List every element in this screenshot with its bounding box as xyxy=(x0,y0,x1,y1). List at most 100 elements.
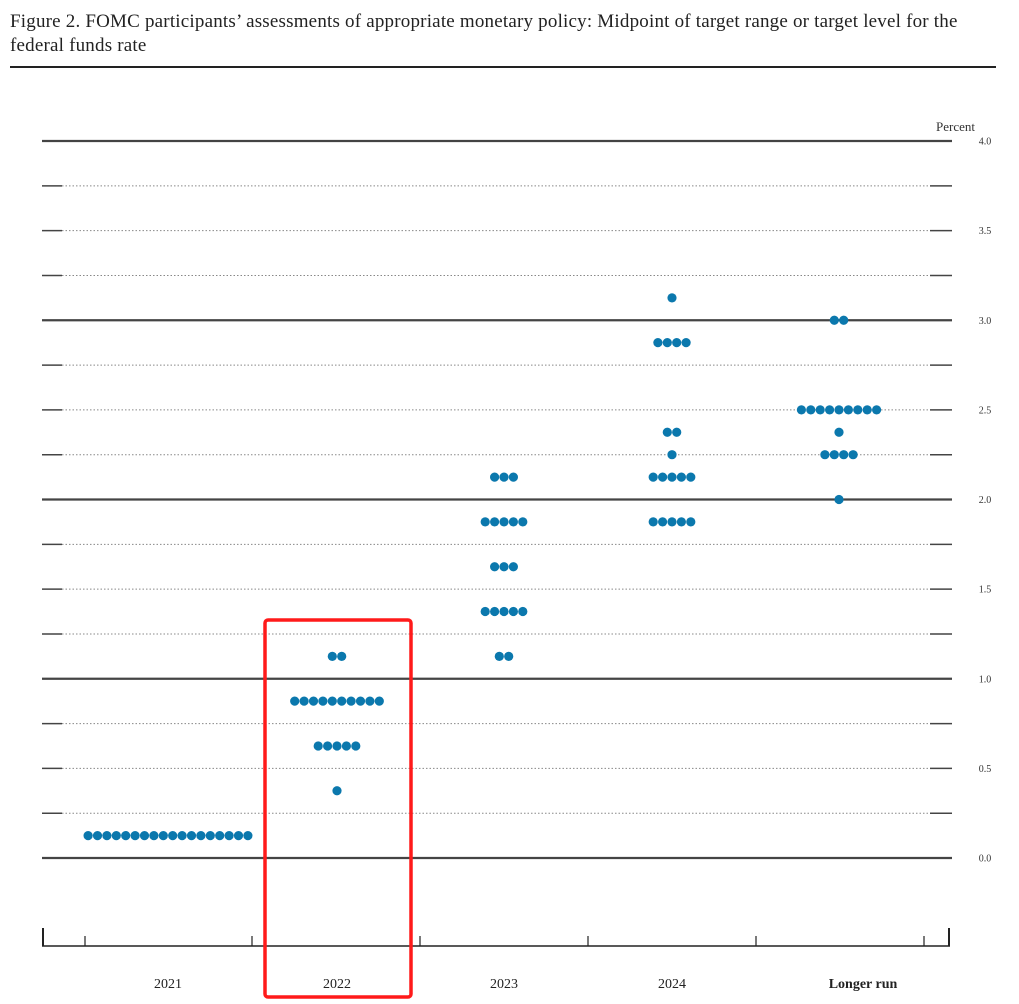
dot-2022 xyxy=(332,786,342,796)
dot-2024 xyxy=(653,338,663,348)
dot-2022 xyxy=(332,741,342,751)
dot-2021 xyxy=(149,830,159,841)
dot-2022 xyxy=(323,741,333,751)
dot-2021 xyxy=(111,830,121,841)
dot-longer-run xyxy=(848,450,858,460)
x-tick-label: 2022 xyxy=(323,977,351,992)
dot-longer-run xyxy=(829,450,839,460)
dot-2023 xyxy=(508,562,518,572)
dot-2022 xyxy=(327,696,337,706)
dot-longer-run xyxy=(820,450,830,460)
dot-2023 xyxy=(490,606,500,617)
dot-2023 xyxy=(499,472,509,482)
dot-2021 xyxy=(243,830,253,841)
dot-2021 xyxy=(121,830,131,841)
dot-2023 xyxy=(508,472,518,482)
dot-2022 xyxy=(313,741,323,751)
x-tick-label: Longer run xyxy=(829,977,898,992)
title-rule xyxy=(10,66,996,68)
dot-longer-run xyxy=(815,405,825,415)
dot-2024 xyxy=(676,472,687,482)
dot-longer-run xyxy=(872,405,882,415)
dot-2024 xyxy=(672,427,682,437)
highlight-box-2022 xyxy=(263,618,413,999)
dot-2021 xyxy=(102,830,112,841)
dot-longer-run xyxy=(839,315,849,325)
dot-2024 xyxy=(686,517,696,527)
dot-2023 xyxy=(499,517,509,527)
y-tick-label: 1.5 xyxy=(979,585,992,596)
dot-2022 xyxy=(351,741,361,751)
dot-longer-run xyxy=(843,405,854,415)
dot-2021 xyxy=(139,830,150,841)
y-tick-label: 3.5 xyxy=(979,226,992,237)
dot-2022 xyxy=(290,696,300,706)
dot-2023 xyxy=(508,517,518,527)
dot-longer-run xyxy=(834,405,844,415)
dot-2021 xyxy=(224,830,234,841)
dot-2024 xyxy=(681,338,691,348)
dot-2021 xyxy=(168,830,178,841)
dot-longer-run xyxy=(834,494,844,505)
dot-2024 xyxy=(662,338,672,348)
y-tick-label: 3.0 xyxy=(979,316,992,327)
dot-2022 xyxy=(365,696,375,706)
dot-2024 xyxy=(658,472,668,482)
dot-2024 xyxy=(667,293,677,303)
dot-2023 xyxy=(518,517,528,527)
dot-2023 xyxy=(490,517,500,527)
dot-2022 xyxy=(341,741,351,751)
dot-2024 xyxy=(658,517,668,527)
dot-longer-run xyxy=(839,450,849,460)
dot-2023 xyxy=(508,606,518,617)
dot-2023 xyxy=(499,562,509,572)
dot-2022 xyxy=(374,696,384,706)
dot-2023 xyxy=(518,606,528,617)
dot-2022 xyxy=(337,696,347,706)
dot-longer-run xyxy=(806,405,816,415)
dot-2023 xyxy=(480,517,490,527)
dot-2024 xyxy=(667,450,677,460)
dot-longer-run xyxy=(853,405,863,415)
dot-longer-run xyxy=(862,405,872,415)
dot-longer-run xyxy=(796,405,807,415)
y-tick-label: 0.5 xyxy=(979,764,992,775)
y-tick-label: 0.0 xyxy=(979,854,992,865)
dot-2023 xyxy=(504,651,514,661)
dot-2021 xyxy=(205,830,215,841)
dot-2022 xyxy=(299,696,309,706)
dot-2021 xyxy=(215,830,225,841)
dot-2022 xyxy=(318,696,328,706)
dot-2024 xyxy=(662,427,672,437)
dot-2021 xyxy=(196,830,206,841)
dot-2022 xyxy=(355,696,366,706)
dot-2024 xyxy=(672,338,682,348)
x-tick-label: 2024 xyxy=(658,977,686,992)
dot-longer-run xyxy=(834,427,844,437)
dot-2024 xyxy=(676,517,687,527)
dot-2022 xyxy=(337,651,347,661)
dot-2024 xyxy=(667,472,677,482)
dot-2023 xyxy=(490,472,500,482)
dot-2021 xyxy=(233,830,244,841)
y-tick-label: 4.0 xyxy=(979,137,992,148)
x-tick-label: 2023 xyxy=(490,977,518,992)
y-tick-label: 1.0 xyxy=(979,674,992,685)
dot-2023 xyxy=(494,651,504,661)
dot-2021 xyxy=(83,830,93,841)
dot-2021 xyxy=(158,830,168,841)
dot-longer-run xyxy=(825,405,835,415)
dot-2024 xyxy=(686,472,696,482)
dot-2022 xyxy=(308,696,319,706)
x-tick-label: 2021 xyxy=(154,977,182,992)
y-tick-label: 2.0 xyxy=(979,495,992,506)
figure-title: Figure 2. FOMC participants’ assessments… xyxy=(10,11,958,56)
dot-2024 xyxy=(648,472,658,482)
dot-2021 xyxy=(186,830,197,841)
dot-2022 xyxy=(346,696,356,706)
dot-longer-run xyxy=(829,315,839,325)
dot-2021 xyxy=(130,830,140,841)
dot-2022 xyxy=(327,651,337,661)
y-tick-label: 2.5 xyxy=(979,405,992,416)
